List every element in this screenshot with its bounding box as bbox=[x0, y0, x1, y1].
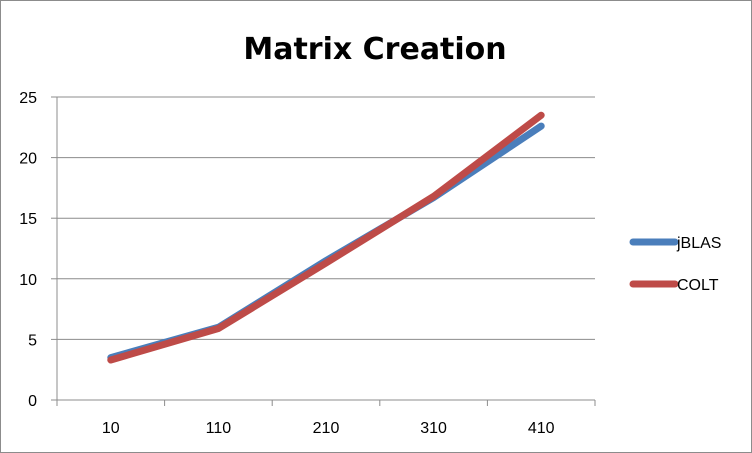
ytick-label-5: 5 bbox=[28, 332, 37, 349]
legend: jBLAS COLT bbox=[629, 235, 721, 294]
x-tick-labels: 10 110 210 310 410 bbox=[102, 420, 555, 437]
series-line-colt bbox=[107, 111, 545, 364]
ytick-label-25: 25 bbox=[19, 90, 37, 107]
ytick-label-0: 0 bbox=[28, 393, 37, 410]
xtick-label-10: 10 bbox=[102, 420, 120, 437]
ytick-label-10: 10 bbox=[19, 272, 37, 289]
series-lines bbox=[107, 111, 545, 364]
chart-title: Matrix Creation bbox=[243, 32, 506, 67]
grid-lines bbox=[57, 96, 595, 340]
ytick-label-15: 15 bbox=[19, 211, 37, 228]
xtick-label-210: 210 bbox=[313, 420, 340, 437]
y-tick-labels: 0 5 10 15 20 25 bbox=[19, 90, 37, 410]
legend-label-jblas: jBLAS bbox=[676, 235, 721, 252]
xtick-label-110: 110 bbox=[206, 420, 232, 437]
legend-label-colt: COLT bbox=[677, 277, 719, 294]
xtick-label-310: 310 bbox=[420, 420, 447, 437]
axes bbox=[51, 96, 596, 406]
xtick-label-410: 410 bbox=[528, 420, 555, 437]
ytick-label-20: 20 bbox=[19, 151, 37, 168]
